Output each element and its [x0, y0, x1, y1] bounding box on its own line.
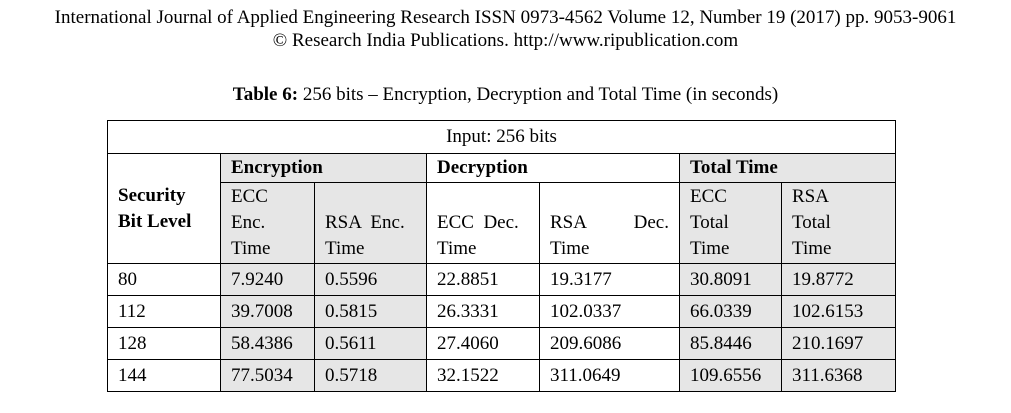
header-line: Time	[792, 238, 832, 259]
input-row: Input: 256 bits	[106, 120, 897, 154]
ecc-dec-cell: 26.3331	[426, 295, 540, 328]
input-cell: Input: 256 bits	[106, 120, 897, 154]
rsa-total-cell: 210.1697	[780, 327, 897, 360]
header-line: Time	[550, 238, 590, 259]
bit-level-cell: 112	[107, 295, 221, 328]
rsa-total-cell: 311.6368	[780, 359, 897, 392]
header-line: Time	[231, 238, 271, 259]
total-time-group-header: Total Time	[678, 153, 897, 183]
header-line: Time	[690, 238, 730, 259]
bit-level-cell: 80	[107, 263, 221, 296]
ecc-total-cell: 109.6556	[679, 359, 782, 392]
rsa-dec-line: RSA Dec.	[550, 210, 669, 236]
subheader-row: ECC Enc. Time RSA Enc. Time ECC Dec. Tim…	[108, 182, 897, 264]
table-caption-label: Table 6:	[232, 84, 299, 105]
header-line: Time	[437, 238, 477, 259]
ecc-dec-cell: 27.4060	[426, 327, 540, 360]
encryption-group-header: Encryption	[220, 153, 427, 183]
ecc-total-time-header: ECC Total Time	[679, 182, 782, 264]
publisher-line: © Research India Publications. http://ww…	[272, 30, 739, 51]
table-row: 128 58.4386 0.5611 27.4060 209.6086 85.8…	[107, 327, 897, 360]
rsa-enc-cell: 0.5718	[314, 359, 427, 392]
rsa-dec-cell: 209.6086	[539, 327, 680, 360]
ecc-total-cell: 30.8091	[679, 263, 782, 296]
rsa-enc-cell: 0.5815	[314, 295, 427, 328]
header-line: Total	[792, 212, 831, 233]
header-line: ECC	[690, 186, 727, 207]
table-row: 144 77.5034 0.5718 32.1522 311.0649 109.…	[107, 359, 897, 392]
rsa-dec-cell: 102.0337	[539, 295, 680, 328]
rsa-enc-cell: 0.5596	[314, 263, 427, 296]
header-line: Total	[690, 212, 729, 233]
header-line: ECC Dec.	[437, 212, 519, 233]
group-header-row: Security Bit Level Encryption Decryption…	[107, 153, 897, 264]
rsa-dec-cell: 311.0649	[539, 359, 680, 392]
header-line: RSA Enc.	[325, 212, 405, 233]
ecc-enc-cell: 39.7008	[220, 295, 315, 328]
rsa-total-cell: 102.6153	[780, 295, 897, 328]
table-row: 112 39.7008 0.5815 26.3331 102.0337 66.0…	[107, 295, 897, 328]
decryption-group-header: Decryption	[426, 153, 680, 183]
header-line: Time	[325, 238, 365, 259]
ecc-enc-time-header: ECC Enc. Time	[220, 182, 315, 264]
header-line: RSA	[792, 186, 829, 207]
rsa-enc-cell: 0.5611	[314, 327, 427, 360]
ecc-total-cell: 85.8446	[679, 327, 782, 360]
header-line: ECC	[231, 186, 268, 207]
ecc-total-cell: 66.0339	[679, 295, 782, 328]
security-header-line1: Security	[118, 184, 186, 206]
table-row: 80 7.9240 0.5596 22.8851 19.3177 30.8091…	[107, 263, 897, 296]
ecc-dec-cell: 22.8851	[426, 263, 540, 296]
security-bit-level-header: Security Bit Level	[107, 153, 221, 264]
ecc-enc-cell: 77.5034	[220, 359, 315, 392]
rsa-total-time-header: RSA Total Time	[780, 182, 897, 264]
table-caption: Table 6: 256 bits – Encryption, Decrypti…	[0, 83, 1011, 106]
table-caption-text: 256 bits – Encryption, Decryption and To…	[298, 84, 779, 105]
rsa-enc-time-header: RSA Enc. Time	[314, 182, 427, 264]
header-word: RSA	[550, 212, 587, 233]
ecc-enc-cell: 7.9240	[220, 263, 315, 296]
header-line: Enc.	[231, 212, 266, 233]
ecc-dec-cell: 32.1522	[426, 359, 540, 392]
bit-level-cell: 128	[107, 327, 221, 360]
header-word: Dec.	[633, 212, 669, 233]
security-header-line2: Bit Level	[118, 210, 192, 232]
ecc-enc-cell: 58.4386	[220, 327, 315, 360]
journal-info-line: International Journal of Applied Enginee…	[54, 7, 957, 28]
rsa-dec-time-header: RSA Dec. Time	[539, 182, 680, 264]
page-header: International Journal of Applied Enginee…	[0, 6, 1011, 52]
results-table: Input: 256 bits Security Bit Level Encry…	[106, 120, 897, 392]
ecc-dec-time-header: ECC Dec. Time	[426, 182, 540, 264]
rsa-total-cell: 19.8772	[780, 263, 897, 296]
rsa-dec-cell: 19.3177	[539, 263, 680, 296]
bit-level-cell: 144	[107, 359, 221, 392]
